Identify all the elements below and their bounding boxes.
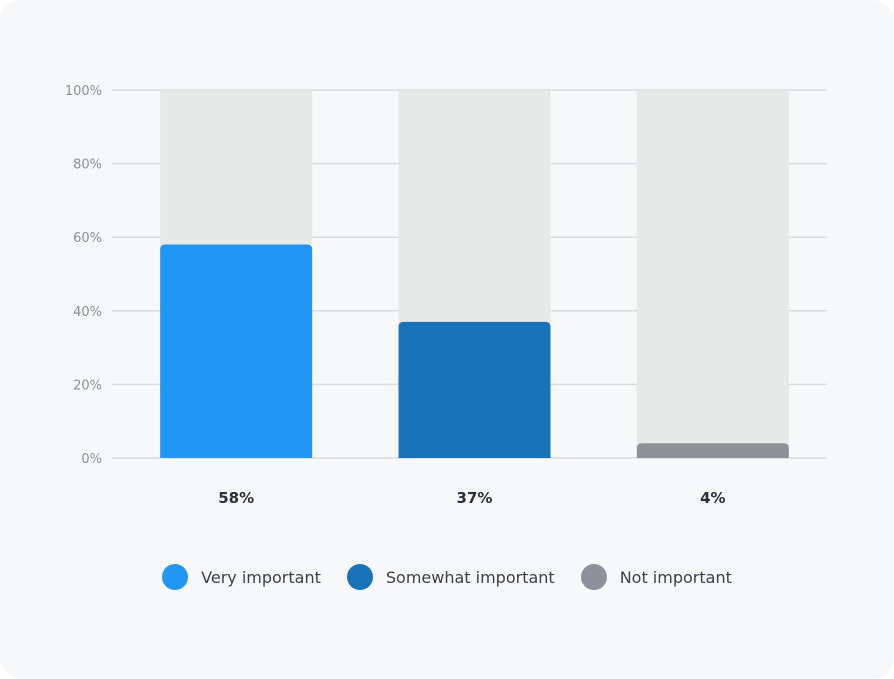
bar <box>398 321 551 458</box>
legend-label: Very important <box>201 567 321 587</box>
y-tick-label: 100% <box>65 84 102 99</box>
y-tick-label: 40% <box>73 305 102 320</box>
y-tick-label: 0% <box>81 452 102 467</box>
data-label: 4% <box>700 489 725 507</box>
legend-label: Not important <box>619 567 732 587</box>
legend-swatch-very-important <box>162 564 189 590</box>
legend-swatch-not-important <box>580 564 607 590</box>
bar <box>160 244 313 458</box>
bar-chart: 0% 20% 40% 60% 80% 100% 58% 37% 4% <box>65 84 827 507</box>
y-tick-label: 80% <box>73 158 102 173</box>
bar-track <box>636 90 789 458</box>
legend-swatch-somewhat-important <box>346 564 373 590</box>
bars <box>160 244 789 458</box>
legend: Very important Somewhat important Not im… <box>0 562 894 592</box>
legend-item-not-important: Not important <box>580 564 732 590</box>
data-label: 37% <box>457 489 493 507</box>
data-labels: 58% 37% 4% <box>218 489 725 507</box>
bar <box>636 443 789 458</box>
y-tick-label: 20% <box>73 378 102 393</box>
legend-item-somewhat-important: Somewhat important <box>346 564 555 590</box>
data-label: 58% <box>218 489 254 507</box>
legend-item-very-important: Very important <box>162 564 321 590</box>
y-axis-ticks: 0% 20% 40% 60% 80% 100% <box>65 84 102 467</box>
legend-label: Somewhat important <box>385 567 555 587</box>
y-tick-label: 60% <box>73 231 102 246</box>
